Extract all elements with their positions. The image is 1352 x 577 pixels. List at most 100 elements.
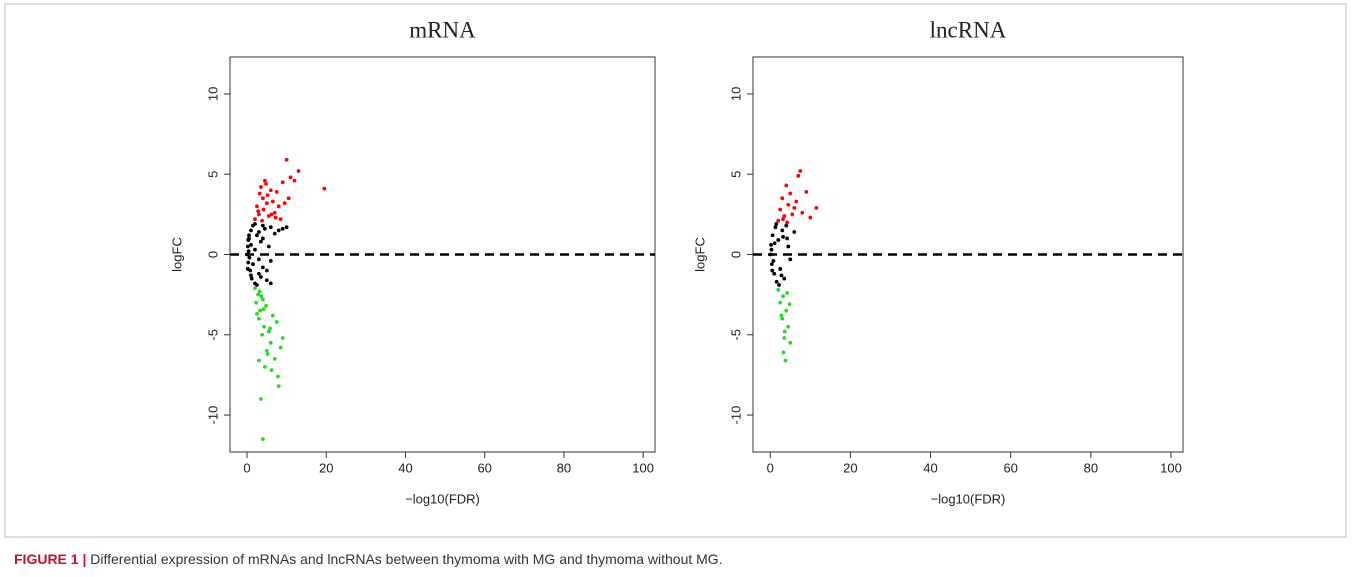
point xyxy=(260,218,264,223)
point xyxy=(245,244,250,249)
point xyxy=(253,217,257,222)
point xyxy=(253,222,257,226)
point xyxy=(262,226,267,231)
point xyxy=(260,297,265,302)
caption-label: FIGURE 1 | xyxy=(14,551,87,567)
caption-text: Differential expression of mRNAs and lnc… xyxy=(90,551,723,567)
point xyxy=(265,352,270,356)
point xyxy=(264,268,269,273)
point xyxy=(246,260,251,265)
point xyxy=(782,329,787,334)
point xyxy=(261,207,266,212)
x-tick-label: 100 xyxy=(1160,460,1182,475)
point xyxy=(778,207,783,212)
point xyxy=(260,236,265,241)
point xyxy=(260,332,264,337)
point xyxy=(276,384,281,389)
point xyxy=(257,316,261,321)
point xyxy=(288,175,293,180)
point xyxy=(256,209,261,214)
x-tick-label: 40 xyxy=(398,460,412,475)
point xyxy=(246,238,251,242)
point xyxy=(262,364,267,369)
x-tick-label: 40 xyxy=(923,460,937,475)
point xyxy=(785,236,789,241)
point xyxy=(777,283,781,287)
point xyxy=(268,259,273,263)
point xyxy=(776,287,781,292)
y-tick-label: 10 xyxy=(728,87,743,101)
point xyxy=(268,281,273,286)
point xyxy=(255,283,259,287)
point xyxy=(255,312,259,316)
point xyxy=(278,217,283,222)
point xyxy=(788,340,793,345)
point xyxy=(260,265,265,270)
point xyxy=(804,189,809,194)
point xyxy=(280,226,285,231)
point xyxy=(779,273,784,278)
point xyxy=(254,300,259,305)
point xyxy=(257,191,262,196)
point xyxy=(282,201,287,206)
point xyxy=(796,173,801,178)
point xyxy=(264,201,269,206)
point xyxy=(781,217,785,222)
point xyxy=(322,186,327,191)
x-tick-label: 80 xyxy=(1084,460,1098,475)
x-tick-label: 60 xyxy=(1003,460,1017,475)
point xyxy=(792,230,797,234)
point xyxy=(251,262,255,267)
point xyxy=(774,279,779,284)
y-tick-label: 10 xyxy=(205,87,220,101)
point xyxy=(258,185,263,189)
point xyxy=(788,191,793,196)
y-tick-label: 0 xyxy=(728,251,743,258)
point xyxy=(261,307,266,311)
point xyxy=(264,278,269,283)
point xyxy=(268,188,273,193)
point xyxy=(258,397,263,401)
point xyxy=(292,178,297,183)
point xyxy=(249,276,254,281)
point xyxy=(276,204,281,209)
x-tick-label: 60 xyxy=(477,460,491,475)
y-tick-label: -5 xyxy=(205,329,220,341)
point xyxy=(778,267,783,271)
point xyxy=(787,302,792,307)
point xyxy=(262,324,266,329)
point xyxy=(266,244,271,249)
point xyxy=(769,262,774,267)
point xyxy=(257,271,261,276)
point xyxy=(786,324,791,329)
point xyxy=(265,193,270,197)
point xyxy=(769,247,774,252)
point xyxy=(260,223,265,228)
point xyxy=(778,300,783,305)
point xyxy=(798,169,803,173)
point xyxy=(262,178,267,183)
point xyxy=(247,233,251,238)
point xyxy=(249,273,253,278)
point xyxy=(792,206,797,210)
point xyxy=(284,225,289,230)
point xyxy=(769,242,773,247)
point xyxy=(246,249,251,254)
point xyxy=(258,239,263,244)
point xyxy=(808,215,813,220)
chart-title: lncRNA xyxy=(930,17,1007,42)
point xyxy=(274,320,279,324)
point xyxy=(257,230,261,234)
point xyxy=(245,267,250,271)
chart-title: mRNA xyxy=(409,17,476,42)
point xyxy=(780,316,785,321)
point xyxy=(273,215,278,220)
point xyxy=(259,294,264,299)
x-tick-label: 20 xyxy=(319,460,333,475)
x-axis-label: −log10(FDR) xyxy=(405,491,480,506)
point xyxy=(274,189,279,194)
point xyxy=(268,225,273,230)
y-tick-label: 5 xyxy=(728,171,743,178)
point xyxy=(272,231,277,236)
